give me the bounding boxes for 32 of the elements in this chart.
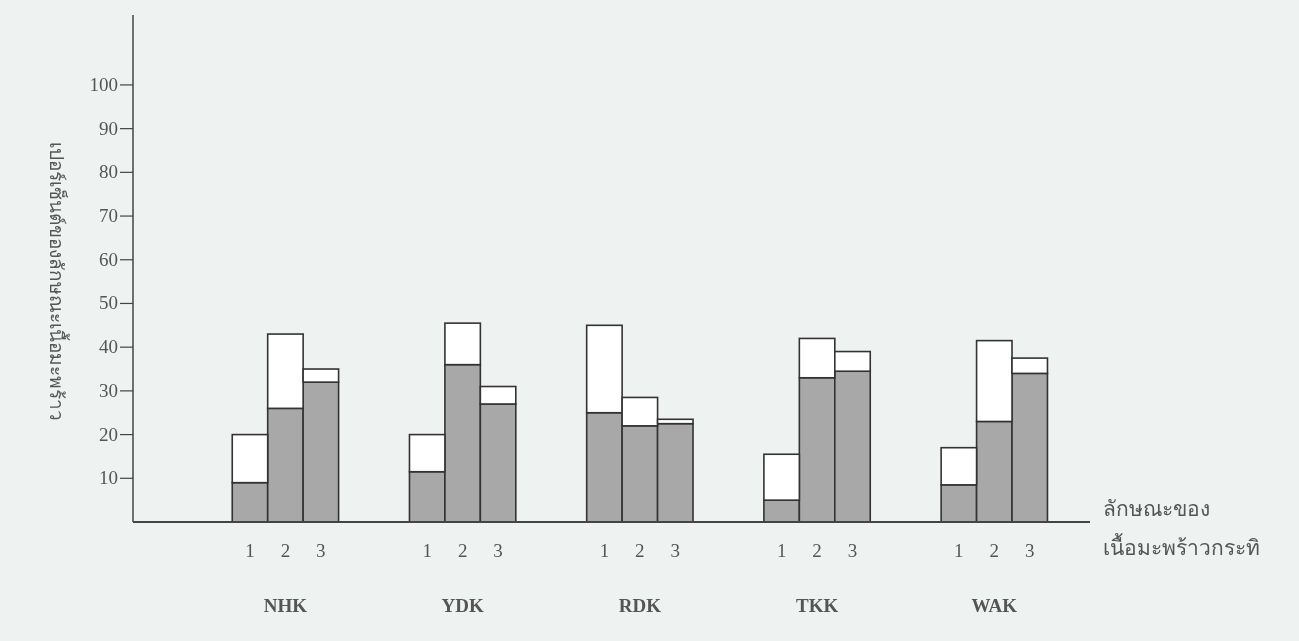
x-tick-label: 3 [493,540,503,561]
text: RDK [618,595,662,616]
y-tick-label: 30 [99,379,118,401]
y-tick-label: 50 [99,292,118,314]
x-tick-label: 3 [670,540,681,561]
x-tick-label: 1 [954,540,964,561]
x-tick-label: 2 [635,540,645,561]
x-tick-label: 3 [1024,540,1035,561]
x-tick-label: 2 [457,540,468,561]
x-tick-label: 2 [280,540,291,561]
x-tick-label: 2 [812,540,822,561]
y-tick-label: 60 [99,248,118,270]
y-tick-label: 90 [99,117,118,139]
text: NHK [263,595,308,616]
text: YDK [441,595,484,616]
x-axis-title: ลักษณะของ เนื้อมะพร้าวกระทิ [1103,497,1260,560]
x-tick-label: 1 [599,540,610,561]
x-tick-label: 2 [989,540,1000,561]
x-tick-label: 1 [245,540,255,561]
x-tick-label: 3 [316,540,326,561]
y-tick-label: 100 [89,73,118,95]
text: WAK [971,595,1018,616]
y-tick-label: 20 [99,423,118,445]
text: TKK [795,595,839,616]
y-tick-label: 10 [99,467,118,489]
x-tick-label: 3 [847,540,858,561]
x-tick-label: 1 [422,540,432,561]
x-tick-label: 1 [776,540,787,561]
y-tick-label: 70 [99,205,118,227]
y-tick-label: 80 [99,161,118,183]
y-tick-label: 40 [99,336,118,358]
y-axis-title: เปอร์เซ็นต์ของลักษณะเนื้อมะพร้าว [46,142,70,422]
